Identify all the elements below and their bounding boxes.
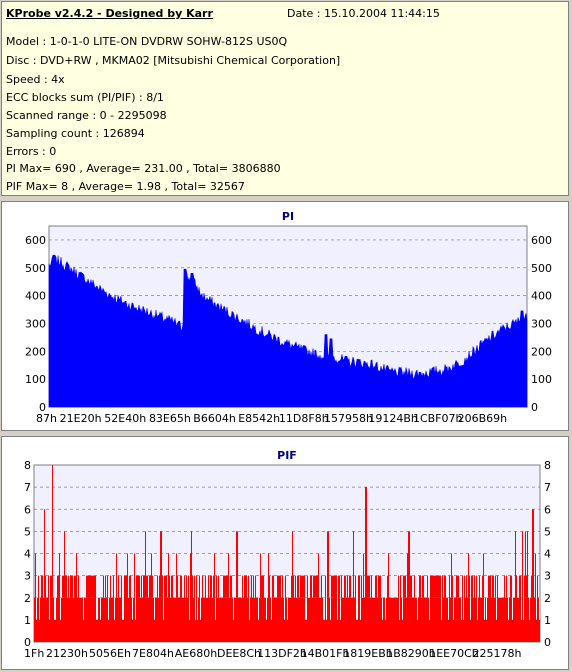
pi-summary-line: PI Max= 690 , Average= 231.00 , Total= 3…: [6, 162, 281, 175]
pif-ytick-right: 7: [544, 481, 551, 494]
pi-xtick: E8542h: [238, 412, 280, 425]
pif-ytick-left: 0: [24, 636, 31, 649]
pi-ytick-right: 300: [531, 317, 552, 330]
ecc-line: ECC blocks sum (PI/PIF) : 8/1: [6, 91, 164, 104]
pi-xtick: 83E65h: [149, 412, 191, 425]
pi-ytick-left: 600: [25, 234, 46, 247]
pi-ytick-left: 200: [25, 345, 46, 358]
model-line: Model : 1-0-1-0 LITE-ON DVDRW SOHW-812S …: [6, 35, 288, 48]
pif-ytick-right: 4: [544, 548, 551, 561]
pi-xtick: 87h: [36, 412, 57, 425]
pif-title: PIF: [277, 449, 297, 462]
disc-line: Disc : DVD+RW , MKMA02 [Mitsubishi Chemi…: [6, 54, 341, 67]
pif-ytick-left: 5: [24, 525, 31, 538]
scan-date: Date : 15.10.2004 11:44:15: [287, 7, 440, 20]
pi-ytick-right: 100: [531, 373, 552, 386]
pi-ytick-right: 400: [531, 290, 552, 303]
pif-ytick-right: 2: [544, 592, 551, 605]
pif-xtick: 1EE70Ch: [429, 647, 479, 660]
pif-xtick: 1819EBh: [343, 647, 392, 660]
pif-series: [34, 465, 540, 642]
pif-ytick-right: 6: [544, 503, 551, 516]
pi-xtick: 52E40h: [104, 412, 146, 425]
pif-ytick-right: 1: [544, 614, 551, 627]
pi-chart: PI 0 0 100 100 200 200 300 300 400 400 500 500 600 600…: [25, 210, 552, 425]
pi-xtick: 1CBF07h: [413, 412, 463, 425]
info-panel: KProbe v2.4.2 - Designed by Karr Date : …: [1, 1, 569, 196]
pi-title: PI: [282, 210, 294, 223]
pif-xtick: DEE8Ch: [217, 647, 261, 660]
pif-chart: PIF 0 0 1 1 2 2 3 3 4 4 5 5 6 6 7 7 8 8 1Fh 21230h 5056Eh 7E80…: [24, 449, 551, 660]
pi-ytick-left: 100: [25, 373, 46, 386]
pi-xtick: 19124Bh: [368, 412, 418, 425]
sampling-line: Sampling count : 126894: [6, 127, 145, 140]
pi-chart-panel: PI 0 0 100 100 200 200 300 300 400 400 500 500 600 600…: [1, 201, 569, 431]
pif-xtick: 14B01Fh: [301, 647, 350, 660]
pif-xtick: 225178h: [473, 647, 522, 660]
pif-ytick-right: 5: [544, 525, 551, 538]
pif-xtick: 7E804h: [132, 647, 174, 660]
range-line: Scanned range : 0 - 2295098: [6, 109, 167, 122]
pif-ytick-left: 4: [24, 548, 31, 561]
pif-ytick-left: 7: [24, 481, 31, 494]
pif-chart-panel: PIF 0 0 1 1 2 2 3 3 4 4 5 5 6 6 7 7 8 8 1Fh 21230h 5056Eh 7E80…: [1, 436, 569, 670]
pi-area: [48, 254, 528, 408]
pif-xtick: 1B8290h: [386, 647, 436, 660]
pif-ytick-left: 3: [24, 570, 31, 583]
pif-ytick-right: 8: [544, 459, 551, 472]
pif-xtick: 21230h: [46, 647, 88, 660]
pi-ytick-right: 600: [531, 234, 552, 247]
pif-ytick-left: 2: [24, 592, 31, 605]
pi-ytick-left: 300: [25, 317, 46, 330]
pi-ytick-left: 500: [25, 262, 46, 275]
pif-ytick-left: 6: [24, 503, 31, 516]
pi-xtick: 157958h: [324, 412, 373, 425]
pi-ytick-right: 500: [531, 262, 552, 275]
pi-xtick: 21E20h: [60, 412, 102, 425]
pif-ytick-left: 8: [24, 459, 31, 472]
pif-xtick: 5056Eh: [89, 647, 131, 660]
pi-xtick: 206B69h: [458, 412, 508, 425]
pif-ytick-left: 1: [24, 614, 31, 627]
pif-summary-line: PIF Max= 8 , Average= 1.98 , Total= 3256…: [6, 180, 245, 193]
pif-ytick-right: 0: [544, 636, 551, 649]
pi-xtick: B6604h: [193, 412, 236, 425]
pif-xtick: AE680h: [175, 647, 217, 660]
pif-xtick: 113DF2h: [257, 647, 307, 660]
app-title: KProbe v2.4.2 - Designed by Karr: [6, 7, 213, 20]
pi-xtick: 11D8F8h: [279, 412, 329, 425]
pi-series: [48, 254, 528, 408]
pif-ytick-right: 3: [544, 570, 551, 583]
errors-line: Errors : 0: [6, 145, 57, 158]
pi-ytick-left: 0: [39, 401, 46, 414]
pi-ytick-left: 400: [25, 290, 46, 303]
speed-line: Speed : 4x: [6, 73, 65, 86]
pi-ytick-right: 0: [531, 401, 538, 414]
pi-ytick-right: 200: [531, 345, 552, 358]
pif-xtick: 1Fh: [24, 647, 44, 660]
